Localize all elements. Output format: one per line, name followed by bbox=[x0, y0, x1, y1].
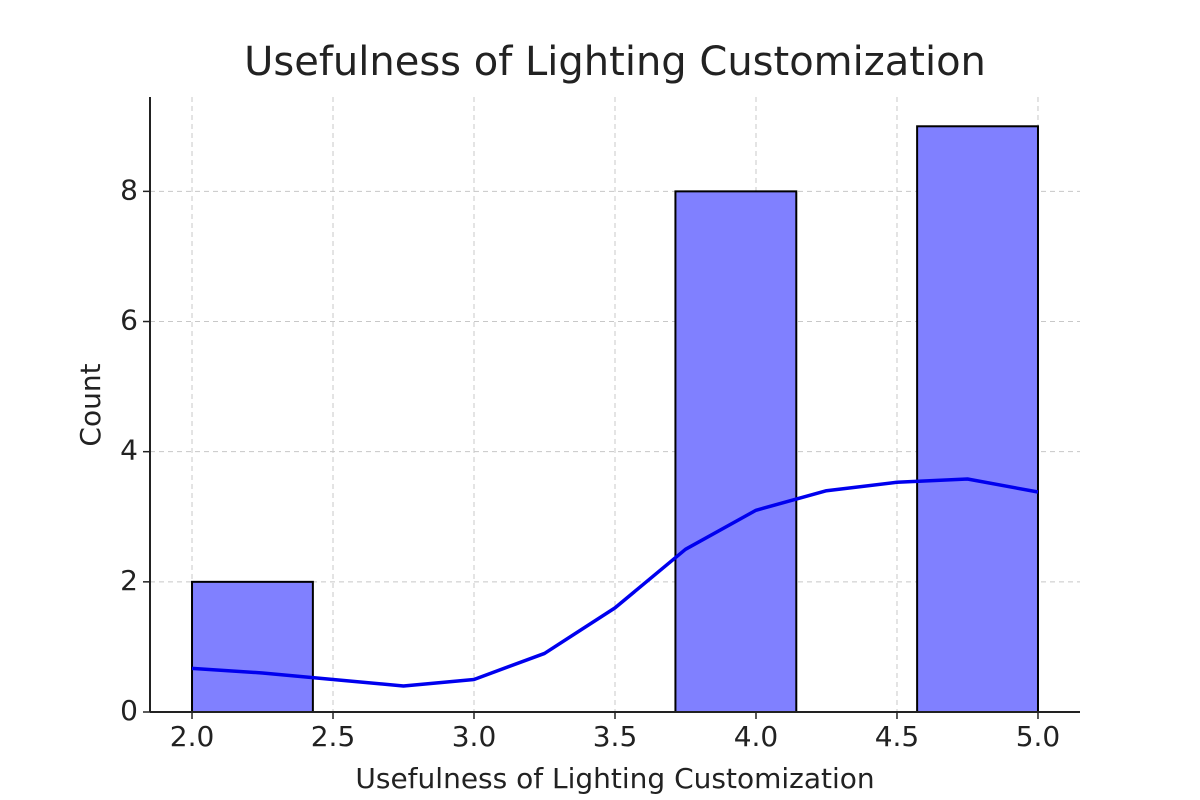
kde-line bbox=[191, 477, 1039, 688]
chart-title: Usefulness of Lighting Customization bbox=[244, 39, 986, 85]
bar bbox=[916, 125, 1039, 714]
y-tick-label: 2 bbox=[120, 564, 138, 597]
x-tick-label: 2.5 bbox=[311, 720, 356, 753]
x-axis-label: Usefulness of Lighting Customization bbox=[355, 762, 874, 795]
y-tick-label: 6 bbox=[120, 304, 138, 337]
y-axis-label: Count bbox=[74, 363, 107, 446]
y-tick-label: 8 bbox=[120, 173, 138, 206]
bar bbox=[674, 190, 798, 714]
x-tick-label: 4.0 bbox=[734, 720, 779, 753]
y-tick-label: 0 bbox=[120, 694, 138, 727]
x-tick-label: 3.5 bbox=[593, 720, 638, 753]
x-tick-label: 5.0 bbox=[1016, 720, 1061, 753]
y-tick-label: 4 bbox=[120, 434, 138, 467]
x-tick-label: 4.5 bbox=[875, 720, 920, 753]
x-tick-label: 3.0 bbox=[452, 720, 497, 753]
x-tick-label: 2.0 bbox=[170, 720, 215, 753]
bar bbox=[191, 580, 314, 713]
